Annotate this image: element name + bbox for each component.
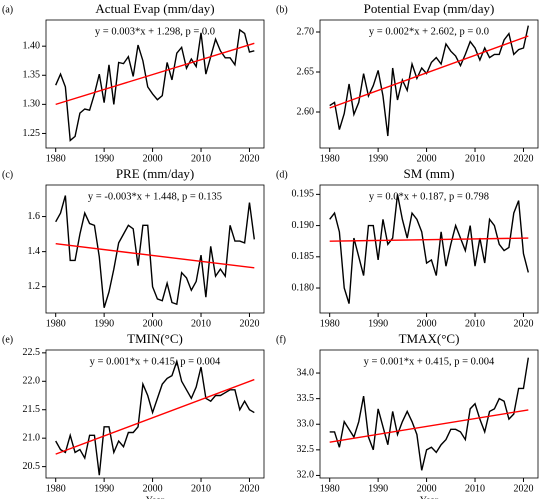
annotation: y = -0.003*x + 1.448, p = 0.135 bbox=[88, 191, 222, 202]
x-tick-label: 1990 bbox=[94, 153, 114, 164]
chart-title: TMIN(°C) bbox=[127, 331, 183, 346]
y-tick-label: 0.195 bbox=[292, 189, 315, 200]
x-tick-label: 2000 bbox=[417, 318, 437, 329]
x-tick-label: 2000 bbox=[143, 318, 163, 329]
data-line bbox=[55, 358, 255, 476]
x-tick-label: 2010 bbox=[465, 318, 485, 329]
panel-label: (a) bbox=[2, 4, 13, 15]
x-tick-label: 1980 bbox=[46, 153, 66, 164]
y-tick-label: 34.0 bbox=[297, 367, 315, 378]
data-line bbox=[329, 357, 530, 471]
y-tick-label: 1.30 bbox=[23, 99, 41, 110]
plot-frame bbox=[45, 19, 265, 149]
annotation: y = 0.001*x + 0.415, p = 0.004 bbox=[90, 356, 221, 367]
x-tick-label: 2010 bbox=[191, 483, 211, 494]
x-tick-label: 2020 bbox=[239, 483, 259, 494]
x-tick-label: 1980 bbox=[320, 153, 340, 164]
y-tick-label: 33.5 bbox=[297, 393, 315, 404]
trend-line bbox=[329, 409, 529, 443]
x-tick-label: 2000 bbox=[417, 483, 437, 494]
trend-line bbox=[329, 237, 529, 242]
data-line bbox=[55, 195, 256, 308]
panel-label: (e) bbox=[2, 334, 13, 345]
annotation: y = 0.0*x + 0.187, p = 0.798 bbox=[369, 191, 489, 202]
x-axis-label: Year bbox=[146, 495, 165, 499]
x-tick-label: 1980 bbox=[46, 483, 66, 494]
y-tick-label: 22.5 bbox=[23, 347, 41, 358]
x-tick-label: 2010 bbox=[191, 318, 211, 329]
y-tick-label: 0.180 bbox=[292, 282, 315, 293]
y-tick-label: 1.4 bbox=[28, 246, 41, 257]
x-tick-label: 1990 bbox=[368, 483, 388, 494]
y-tick-label: 1.35 bbox=[23, 70, 41, 81]
x-tick-label: 1980 bbox=[46, 318, 66, 329]
plot-frame bbox=[45, 184, 265, 314]
y-tick-label: 2.65 bbox=[297, 66, 315, 77]
x-tick-label: 2010 bbox=[465, 153, 485, 164]
plot-frame bbox=[319, 19, 539, 149]
x-tick-label: 2020 bbox=[239, 153, 259, 164]
y-tick-label: 2.60 bbox=[297, 106, 315, 117]
y-tick-label: 33.0 bbox=[297, 419, 315, 430]
y-tick-label: 20.5 bbox=[23, 461, 41, 472]
y-tick-label: 1.40 bbox=[23, 40, 41, 51]
y-tick-label: 32.0 bbox=[297, 470, 315, 481]
panel-label: (b) bbox=[276, 4, 288, 15]
x-tick-label: 1990 bbox=[368, 153, 388, 164]
y-tick-label: 1.6 bbox=[28, 211, 41, 222]
x-tick-label: 2000 bbox=[143, 483, 163, 494]
chart-title: PRE (mm/day) bbox=[116, 166, 194, 181]
y-tick-label: 2.70 bbox=[297, 26, 315, 37]
chart-title: Actual Evap (mm/day) bbox=[95, 1, 214, 16]
data-line bbox=[329, 25, 529, 137]
y-tick-label: 0.185 bbox=[292, 251, 315, 262]
x-tick-label: 2020 bbox=[513, 153, 533, 164]
plot-frame bbox=[319, 184, 539, 314]
trend-line bbox=[55, 42, 255, 106]
x-tick-label: 2020 bbox=[513, 483, 533, 494]
data-line bbox=[55, 28, 255, 142]
chart-title: SM (mm) bbox=[404, 166, 455, 181]
panel-label: (f) bbox=[276, 334, 286, 345]
x-tick-label: 2010 bbox=[465, 483, 485, 494]
y-tick-label: 1.25 bbox=[23, 128, 41, 139]
plot-frame bbox=[319, 349, 539, 479]
x-tick-label: 2000 bbox=[143, 153, 163, 164]
chart-title: Potential Evap (mm/day) bbox=[364, 1, 495, 16]
y-tick-label: 21.5 bbox=[23, 404, 41, 415]
x-tick-label: 1990 bbox=[368, 318, 388, 329]
y-tick-label: 22.0 bbox=[23, 376, 41, 387]
x-tick-label: 2000 bbox=[417, 153, 437, 164]
x-tick-label: 1980 bbox=[320, 318, 340, 329]
chart-title: TMAX(°C) bbox=[399, 331, 460, 346]
y-tick-label: 1.2 bbox=[28, 281, 41, 292]
panel-label: (d) bbox=[276, 169, 288, 180]
x-tick-label: 2010 bbox=[191, 153, 211, 164]
x-axis-label: Year bbox=[420, 495, 439, 499]
x-tick-label: 2020 bbox=[239, 318, 259, 329]
trend-line bbox=[329, 35, 529, 109]
x-tick-label: 1980 bbox=[320, 483, 340, 494]
panel-label: (c) bbox=[2, 169, 13, 180]
trend-line bbox=[55, 243, 255, 269]
trend-line bbox=[55, 378, 255, 455]
y-tick-label: 0.190 bbox=[292, 220, 315, 231]
x-tick-label: 1990 bbox=[94, 483, 114, 494]
annotation: y = 0.003*x + 1.298, p = 0.0 bbox=[95, 26, 215, 37]
x-tick-label: 2020 bbox=[513, 318, 533, 329]
plot-frame bbox=[45, 349, 265, 479]
y-tick-label: 21.0 bbox=[23, 432, 41, 443]
data-line bbox=[329, 194, 529, 304]
x-tick-label: 1990 bbox=[94, 318, 114, 329]
y-tick-label: 32.5 bbox=[297, 444, 315, 455]
annotation: y = 0.001*x + 0.415, p = 0.004 bbox=[364, 356, 495, 367]
annotation: y = 0.002*x + 2.602, p = 0.0 bbox=[369, 26, 489, 37]
